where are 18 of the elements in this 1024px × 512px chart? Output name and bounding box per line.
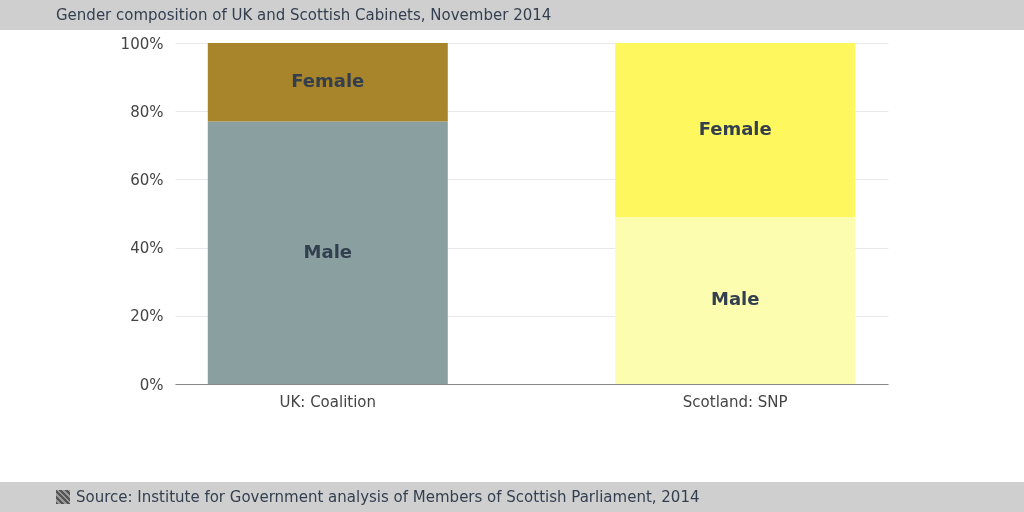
series-label: Female: [291, 70, 365, 92]
chart-title: Gender composition of UK and Scottish Cabinets, November 2014: [0, 0, 1024, 30]
bar: [207, 43, 448, 122]
x-tick-label: Scotland: SNP: [682, 392, 788, 411]
series-label: Male: [711, 288, 760, 310]
bar: [615, 216, 856, 384]
text: Male: [303, 240, 352, 262]
x-tick-label: UK: Coalition: [279, 392, 377, 411]
bar: [207, 121, 448, 384]
text: Female: [698, 117, 772, 139]
y-tick-label: 100%: [120, 34, 164, 53]
y-tick-label: 20%: [130, 307, 164, 326]
y-tick-label: 0%: [139, 375, 164, 394]
source-note: Source: Institute for Government analysis of Members of Scottish Parliament, 2014: [76, 487, 700, 508]
y-tick-label: 40%: [130, 239, 164, 258]
y-tick-label: 80%: [130, 102, 164, 121]
y-tick-label: 60%: [130, 170, 164, 189]
bar: [615, 43, 856, 217]
